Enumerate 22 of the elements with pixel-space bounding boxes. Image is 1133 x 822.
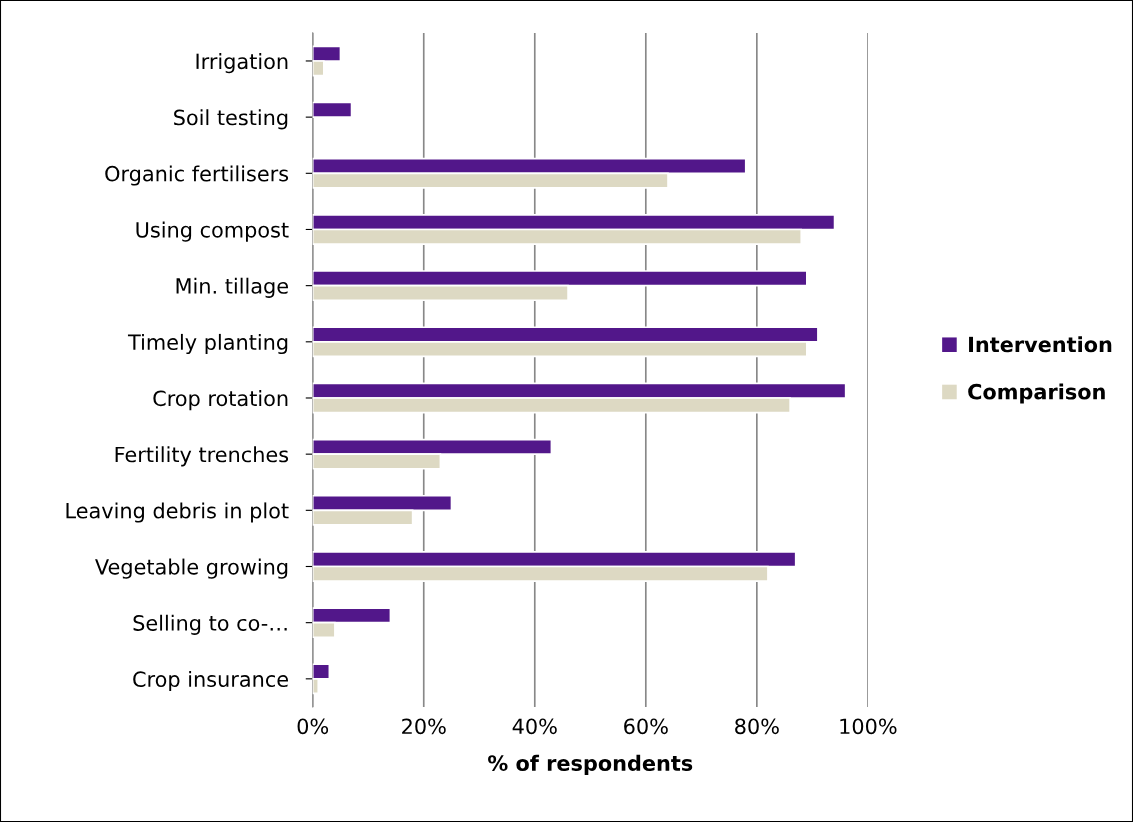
- legend-label: Intervention: [969, 336, 1112, 353]
- x-tick-label: 0%: [297, 718, 329, 735]
- y-tick-label: Min. tillage: [176, 277, 288, 298]
- y-tick-label: Vegetable growing: [95, 558, 288, 579]
- y-tick-label: Fertility trenches: [115, 446, 289, 467]
- y-tick-label: Crop rotation: [153, 390, 288, 411]
- y-tick-label: Leaving debris in plot: [66, 502, 289, 523]
- y-tick-label: Using compost: [136, 221, 289, 242]
- y-tick-label: Organic fertilisers: [105, 165, 289, 186]
- x-tick-label: 40%: [512, 718, 557, 735]
- x-axis-title: % of respondents: [488, 754, 693, 776]
- y-tick-label: Crop insurance: [133, 670, 288, 692]
- y-tick-label: Selling to co-…: [133, 614, 287, 635]
- y-tick-label: Timely planting: [127, 333, 288, 355]
- legend-label: Comparison: [968, 383, 1105, 404]
- y-tick-label: Irrigation: [196, 53, 288, 74]
- x-tick-label: 60%: [624, 718, 668, 735]
- y-tick-label: Soil testing: [174, 109, 288, 130]
- x-tick-label: 20%: [402, 718, 446, 735]
- bar: [312, 101, 353, 118]
- x-tick-label: 100%: [840, 718, 897, 735]
- x-tick-label: 80%: [735, 718, 779, 735]
